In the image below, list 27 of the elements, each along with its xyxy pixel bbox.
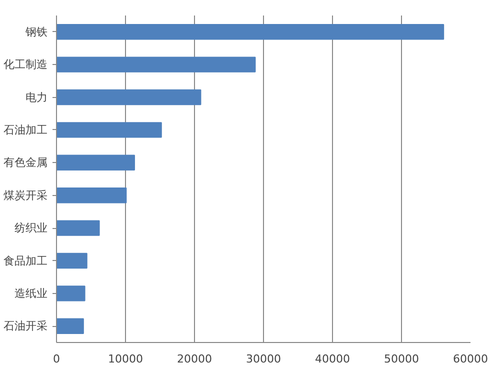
y-tick-label: 石油开采 <box>4 320 48 333</box>
y-tick-label: 电力 <box>26 90 48 104</box>
bar <box>56 318 84 334</box>
x-tick-label: 10000 <box>108 352 144 366</box>
y-tick-label: 食品加工 <box>4 254 48 268</box>
y-tick-label: 石油加工 <box>4 123 48 136</box>
bar <box>56 187 127 204</box>
x-tick-label: 50000 <box>384 352 420 366</box>
y-tick-label: 纺织业 <box>14 222 48 235</box>
bar <box>56 154 135 171</box>
y-tick-label: 化工制造 <box>4 58 48 72</box>
bar <box>56 286 86 302</box>
bar <box>56 220 100 236</box>
bar <box>56 89 202 106</box>
y-tick-label: 钢铁 <box>24 25 48 38</box>
y-tick-label: 煤炭开采 <box>4 188 48 202</box>
x-tick-label: 60000 <box>453 352 488 366</box>
y-tick-label: 造纸业 <box>14 286 48 300</box>
x-tick-label: 0 <box>53 352 60 366</box>
y-tick-label: 有色金属 <box>4 156 48 170</box>
x-tick-label: 30000 <box>246 352 282 366</box>
x-tick-label: 20000 <box>177 352 212 366</box>
x-tick-label: 40000 <box>315 352 350 366</box>
bar <box>56 252 88 269</box>
bar <box>56 24 444 40</box>
bar <box>56 122 162 138</box>
bar <box>56 56 256 72</box>
